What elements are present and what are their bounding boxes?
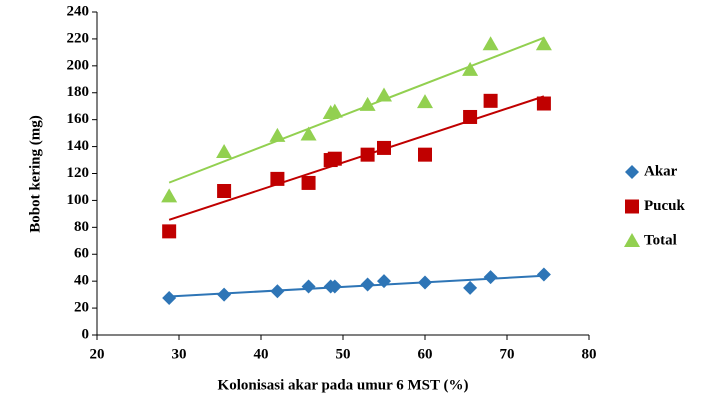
point [463, 280, 478, 295]
legend-marker [625, 199, 639, 214]
x-tick-label: 20 [90, 346, 105, 362]
y-tick-label: 20 [74, 300, 89, 316]
point [301, 175, 316, 190]
point [162, 290, 177, 305]
point [269, 127, 286, 142]
point [377, 274, 391, 289]
x-tick-label: 70 [500, 346, 515, 362]
point [216, 143, 233, 158]
point [300, 126, 317, 141]
y-tick-label: 200 [67, 57, 90, 73]
point [536, 96, 551, 111]
y-tick-label: 140 [67, 138, 90, 154]
point [360, 147, 375, 162]
y-tick-label: 220 [67, 30, 90, 46]
y-tick-label: 120 [67, 165, 90, 181]
y-tick-label: 40 [74, 273, 89, 289]
point [270, 171, 285, 186]
point [462, 61, 479, 76]
y-tick-label: 160 [67, 111, 90, 127]
point [217, 183, 232, 198]
point [376, 87, 392, 102]
point [270, 284, 285, 299]
y-tick-label: 100 [67, 192, 90, 208]
x-tick-label: 60 [418, 346, 433, 362]
point [483, 270, 498, 285]
legend-marker [625, 165, 639, 179]
x-tick-label: 40 [254, 346, 269, 362]
y-tick-label: 0 [82, 326, 90, 342]
point [418, 275, 432, 290]
x-tick-label: 30 [172, 346, 187, 362]
legend-marker [624, 233, 640, 247]
trend-line [168, 36, 545, 184]
trend-line [169, 274, 544, 298]
point [161, 188, 178, 203]
point [418, 147, 432, 162]
y-tick-label: 80 [74, 219, 89, 235]
point [360, 277, 375, 292]
y-tick-label: 180 [67, 84, 90, 100]
legend-label: Pucuk [644, 198, 686, 214]
y-axis-title: Bobot kering (mg) [27, 115, 43, 233]
point [162, 224, 177, 239]
point [417, 94, 433, 109]
legend-label: Total [644, 232, 677, 248]
point [217, 287, 232, 302]
point [536, 267, 551, 282]
point [482, 36, 499, 51]
x-tick-label: 80 [582, 346, 597, 362]
point [377, 140, 391, 155]
point [301, 279, 316, 294]
point [463, 109, 478, 124]
trend-line [168, 95, 545, 221]
point [483, 93, 498, 108]
point [326, 103, 343, 118]
point [327, 279, 342, 294]
x-axis-title: Kolonisasi akar pada umur 6 MST (%) [218, 377, 469, 393]
y-tick-label: 60 [74, 246, 89, 262]
point [327, 151, 342, 166]
point [535, 36, 552, 51]
y-tick-label: 240 [67, 3, 90, 19]
legend-label: Akar [644, 163, 678, 179]
x-tick-label: 50 [336, 346, 351, 362]
point [359, 96, 376, 111]
